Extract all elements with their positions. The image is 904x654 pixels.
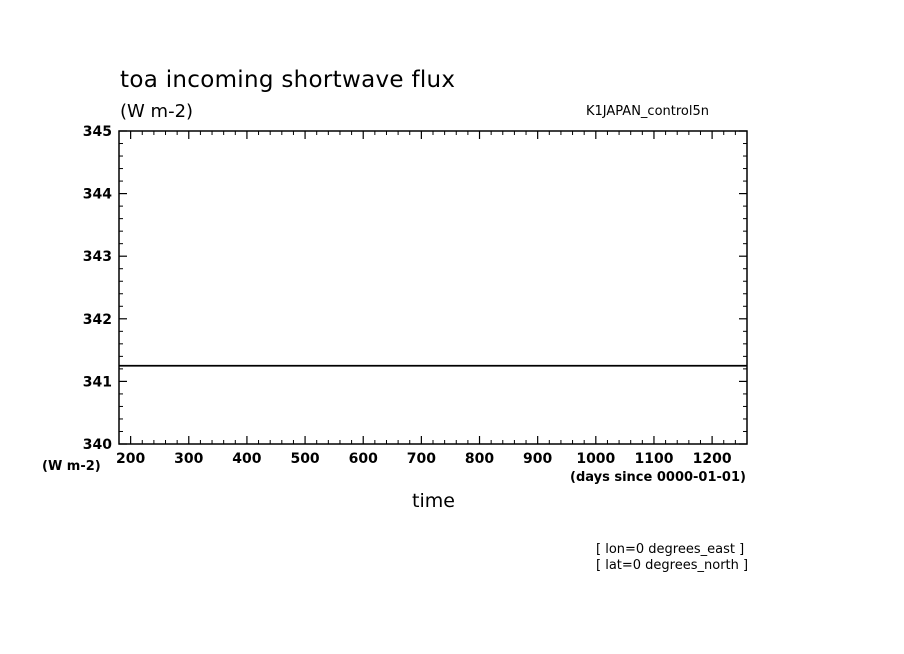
plot-frame — [118, 130, 748, 445]
x-axis-units: (days since 0000-01-01) — [570, 470, 746, 485]
x-tick-label: 900 — [523, 451, 552, 467]
x-tick-label: 1200 — [693, 451, 732, 467]
footnote-lon: [ lon=0 degrees_east ] — [596, 542, 745, 557]
x-tick-label: 800 — [465, 451, 494, 467]
chart-title: toa incoming shortwave flux — [120, 67, 456, 93]
x-tick-label: 600 — [349, 451, 378, 467]
x-tick-label: 700 — [407, 451, 436, 467]
y-tick-label: 342 — [83, 312, 112, 328]
axis-ticks: 200 300 400 500 600 700 800 900 1000 1100 1200 340 3… — [83, 124, 748, 467]
y-tick-label: 345 — [83, 124, 112, 140]
y-axis-units: (W m-2) — [42, 459, 101, 474]
footnote-lat: [ lat=0 degrees_north ] — [596, 558, 749, 573]
x-tick-label: 200 — [116, 451, 145, 467]
chart-subtitle-units: (W m-2) — [120, 101, 194, 122]
x-tick-label: 300 — [174, 451, 203, 467]
x-axis-label: time — [412, 490, 455, 512]
y-tick-label: 340 — [83, 437, 112, 453]
y-tick-label: 341 — [83, 374, 112, 390]
y-tick-label: 343 — [83, 249, 112, 265]
x-tick-label: 400 — [232, 451, 261, 467]
x-tick-label: 500 — [290, 451, 319, 467]
run-name-label: K1JAPAN_control5n — [586, 104, 709, 119]
x-tick-label: 1000 — [576, 451, 615, 467]
y-tick-label: 344 — [83, 187, 112, 203]
x-tick-label: 1100 — [634, 451, 673, 467]
